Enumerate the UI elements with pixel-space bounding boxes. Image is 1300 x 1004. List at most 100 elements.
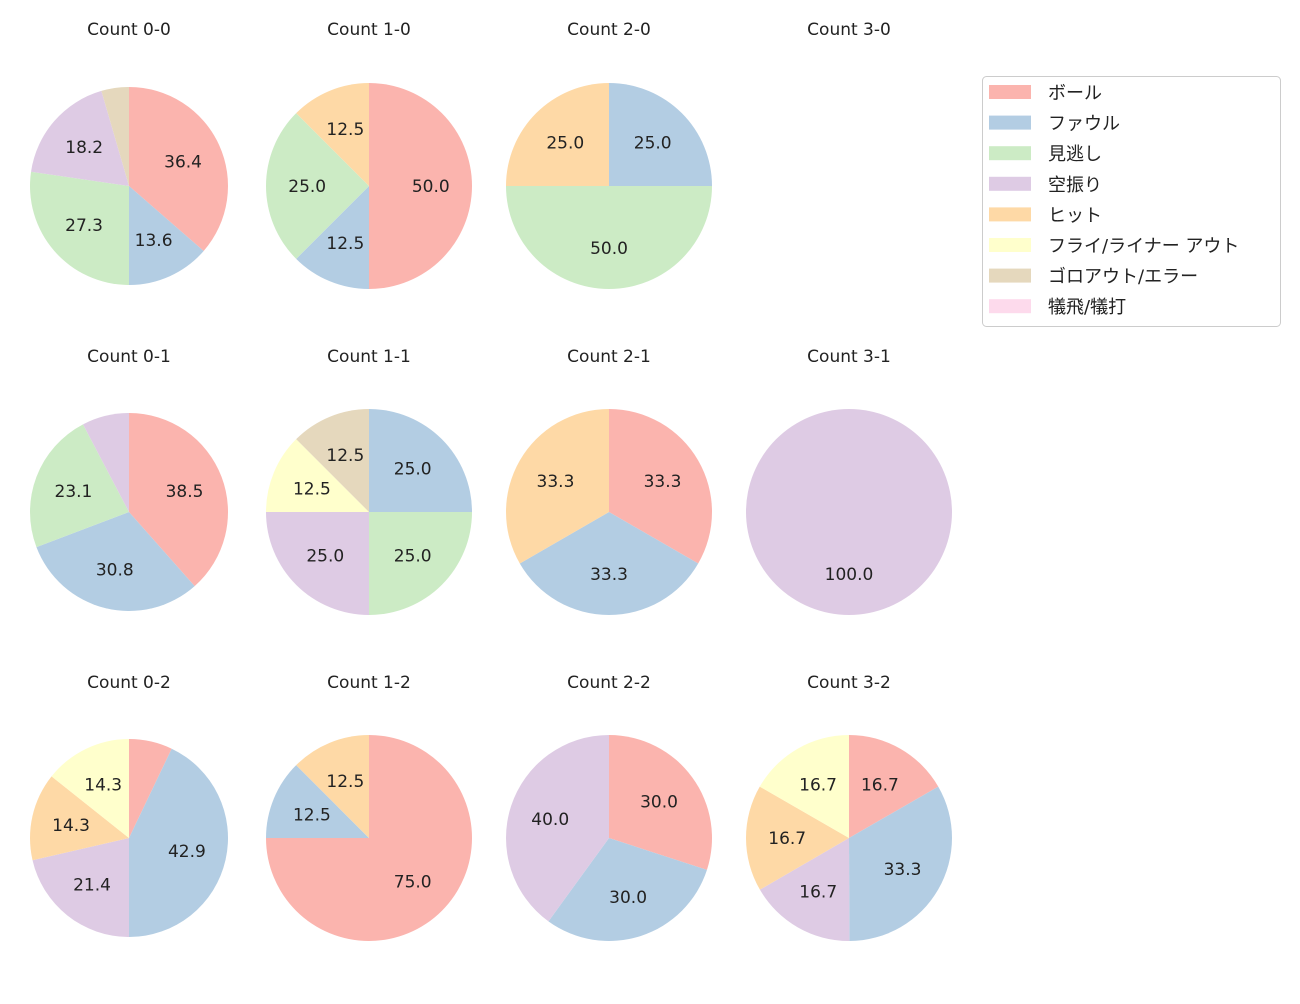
legend-label: 見逃し: [1048, 144, 1102, 165]
pie-slice: [51, 739, 130, 838]
pie-slice: [266, 765, 369, 838]
slice-label: 13.6: [135, 231, 173, 251]
slice-label: 50.0: [412, 177, 450, 197]
slice-label: 27.3: [65, 216, 103, 236]
pie-slice: [369, 409, 472, 512]
pie-slice: [296, 409, 369, 512]
legend-swatch: [989, 115, 1031, 130]
slice-label: 30.0: [640, 793, 678, 813]
pie-slice: [129, 186, 204, 285]
slice-label: 18.2: [65, 138, 103, 158]
pie-chart: Count 2-0 25.0 50.0 25.0: [506, 20, 712, 289]
pie-slice: [101, 87, 129, 186]
pie-slice: [506, 83, 609, 186]
pie-slice: [32, 838, 130, 938]
pie-title: Count 3-2: [807, 673, 891, 693]
slice-label: 14.3: [52, 816, 90, 836]
pie-chart: Count 3-0: [807, 20, 891, 40]
pie-title: Count 3-1: [807, 347, 891, 367]
pie-slice: [29, 776, 130, 861]
slice-label: 21.4: [73, 875, 111, 895]
legend-swatch: [989, 268, 1031, 283]
slice-label: 14.3: [84, 775, 122, 795]
legend-label: ゴロアウト/エラー: [1048, 267, 1198, 288]
slice-label: 12.5: [326, 772, 364, 792]
legend-swatch: [989, 146, 1031, 161]
pie-slice: [506, 409, 609, 564]
pie-chart: Count 1-2 75.0 12.5 12.5: [266, 673, 472, 941]
pie-slice: [505, 735, 609, 922]
slice-label: 16.7: [768, 829, 806, 849]
pie-slice: [129, 87, 228, 252]
pie-chart: Count 0-0 36.4 13.6 27.3 18.2: [29, 20, 228, 285]
pie-slice: [266, 439, 369, 512]
pie-slice: [31, 90, 129, 186]
pie-title: Count 0-1: [87, 347, 171, 367]
pie-slice: [609, 735, 712, 870]
legend-label: ファウル: [1048, 114, 1120, 135]
pie-slice: [129, 413, 228, 587]
pie-slice: [29, 171, 129, 285]
pie-slice: [266, 512, 369, 615]
slice-label: 33.3: [644, 472, 682, 492]
slice-label: 25.0: [288, 177, 326, 197]
slice-label: 12.5: [326, 120, 364, 140]
pie-chart: Count 3-1 100.0: [746, 347, 952, 615]
legend-swatch: [989, 299, 1031, 314]
legend-swatch: [989, 176, 1031, 191]
slice-label: 25.0: [394, 459, 432, 479]
pie-title: Count 1-1: [327, 347, 411, 367]
pie-slice: [759, 838, 850, 941]
legend-swatch: [989, 238, 1031, 252]
pie-slice: [609, 409, 712, 564]
slice-label: 33.3: [537, 472, 575, 492]
pie-title: Count 0-0: [87, 20, 171, 40]
pie-slice: [296, 83, 369, 186]
slice-label: 50.0: [590, 239, 628, 259]
slice-label: 25.0: [546, 133, 584, 153]
slice-label: 30.0: [609, 888, 647, 908]
pie-chart: Count 2-1 33.3 33.3 33.3: [506, 347, 712, 615]
legend-label: ヒット: [1048, 205, 1102, 226]
pie-title: Count 0-2: [87, 673, 171, 693]
pie-slice: [36, 512, 195, 611]
slice-label: 100.0: [825, 565, 874, 585]
pie-slice: [369, 83, 472, 289]
legend-label: 空振り: [1048, 175, 1102, 196]
pie-slice: [849, 786, 953, 941]
pie-slice: [296, 186, 369, 289]
slice-label: 16.7: [799, 775, 837, 795]
slice-label: 36.4: [164, 152, 202, 172]
pie-chart: Count 0-2 42.9 21.4 14.3 14.3: [29, 673, 228, 938]
pie-slice: [82, 413, 129, 512]
pie-title: Count 2-2: [567, 673, 651, 693]
legend-label: ボール: [1048, 83, 1102, 104]
pie-title: Count 2-1: [567, 347, 651, 367]
slice-label: 33.3: [884, 860, 922, 880]
pie-slice: [849, 735, 939, 838]
pie-slice: [519, 512, 699, 615]
slice-label: 23.1: [55, 482, 93, 502]
pie-slice: [296, 735, 369, 838]
slice-label: 12.5: [326, 234, 364, 254]
slice-label: 12.5: [293, 479, 331, 499]
pie-slice: [759, 735, 849, 838]
pie-slice: [30, 424, 130, 548]
pie-slice: [746, 409, 952, 615]
legend-label: フライ/ライナー アウト: [1048, 236, 1239, 257]
pie-slice: [129, 748, 228, 937]
pie-chart: Count 3-2 16.7 33.3 16.7 16.7 16.7: [745, 673, 953, 941]
pie-slice: [745, 786, 849, 890]
slice-label: 42.9: [168, 842, 206, 862]
legend-swatch: [989, 85, 1031, 99]
pie-slice: [506, 186, 712, 289]
slice-label: 25.0: [634, 133, 672, 153]
slice-label: 38.5: [166, 482, 204, 502]
legend-label: 犠飛/犠打: [1048, 297, 1126, 318]
pie-title: Count 2-0: [567, 20, 651, 40]
pie-title: Count 1-2: [327, 673, 411, 693]
pie-slice: [609, 83, 712, 186]
